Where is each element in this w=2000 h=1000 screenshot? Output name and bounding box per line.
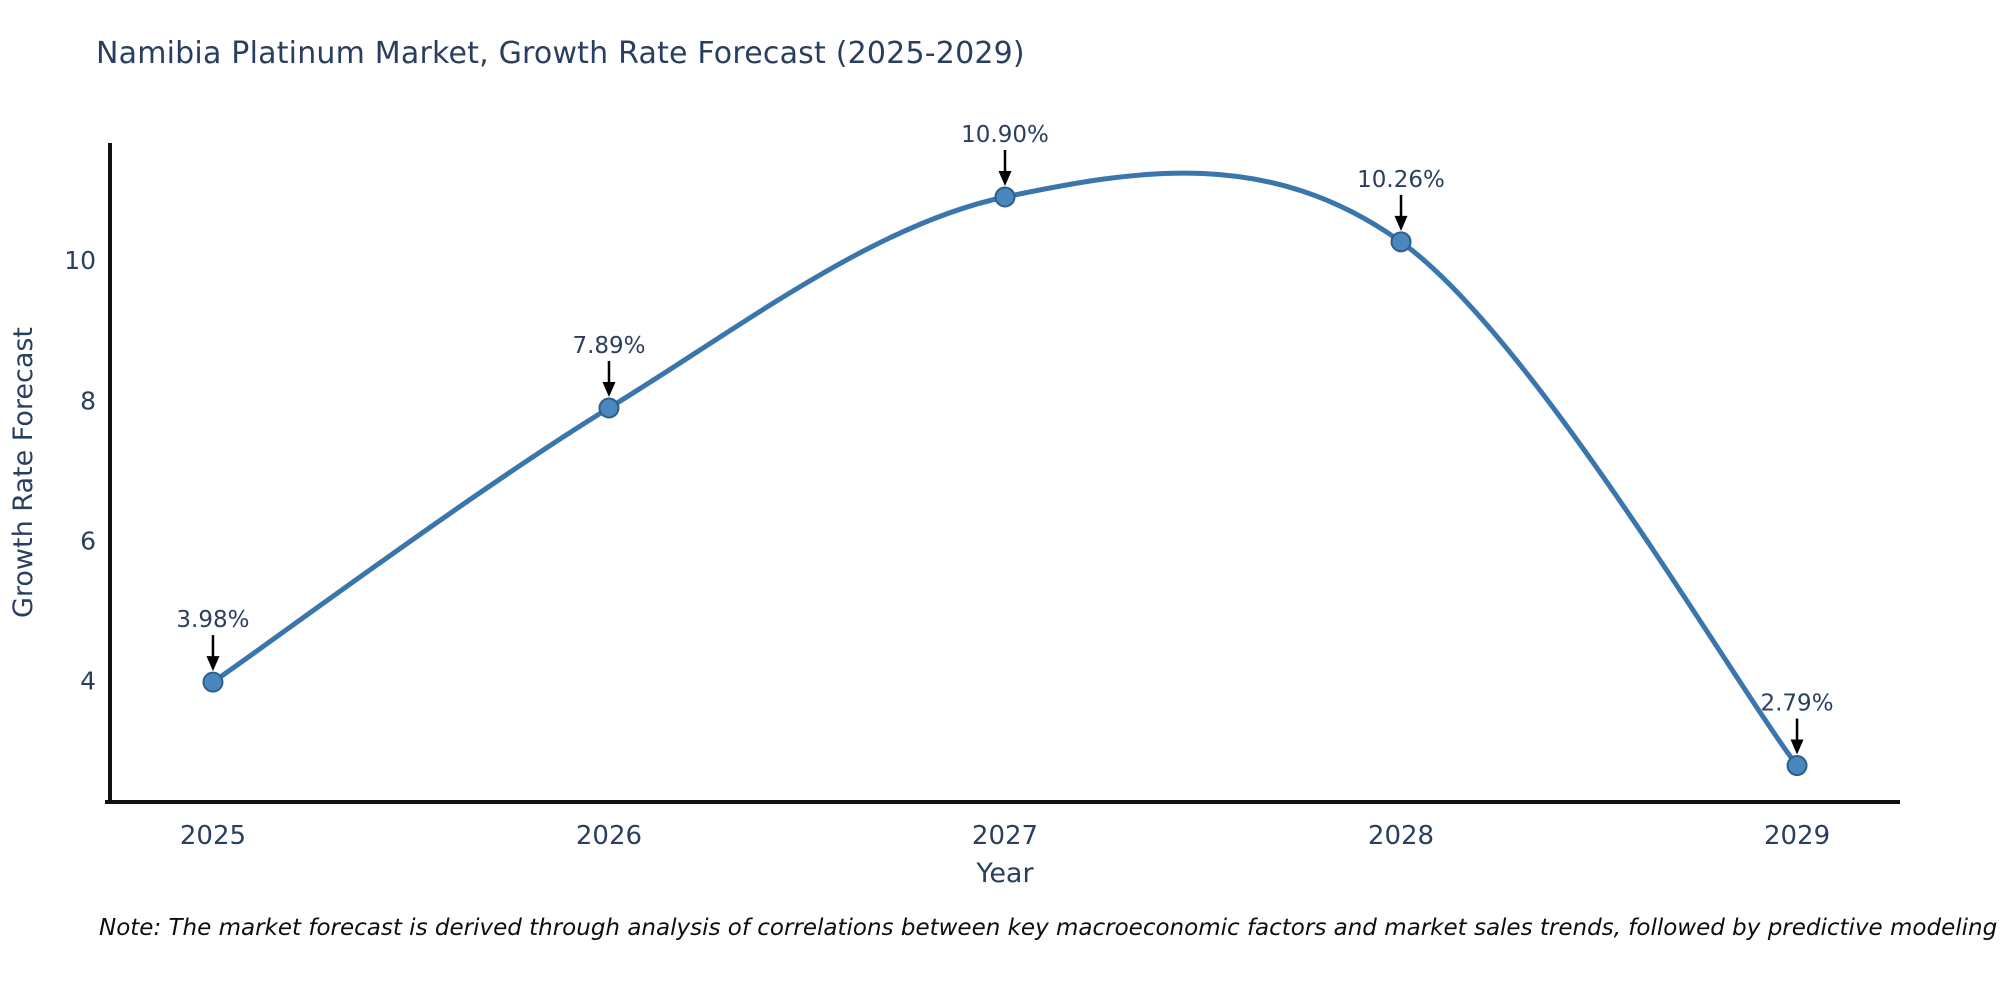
point-annotation-label: 2.79% — [1760, 691, 1833, 717]
x-tick-label: 2027 — [972, 821, 1038, 851]
data-point-marker[interactable] — [1786, 755, 1808, 777]
annotation-arrowhead-icon — [1790, 739, 1804, 755]
x-tick-label: 2025 — [180, 821, 246, 851]
annotation-arrowhead-icon — [602, 382, 616, 398]
point-annotation-label: 3.98% — [176, 607, 249, 633]
annotation-arrowhead-icon — [1394, 215, 1408, 231]
x-tick-label: 2026 — [576, 821, 642, 851]
y-tick-label: 10 — [64, 246, 96, 275]
point-annotation-label: 10.90% — [961, 122, 1049, 148]
annotation-arrowhead-icon — [206, 656, 220, 672]
chart-footnote: Note: The market forecast is derived thr… — [99, 915, 2000, 941]
y-tick-label: 4 — [80, 667, 96, 696]
data-point-marker[interactable] — [202, 671, 224, 693]
data-point-marker[interactable] — [994, 186, 1016, 208]
y-axis-title: Growth Rate Forecast — [8, 327, 39, 618]
y-tick-label: 6 — [80, 527, 96, 556]
chart-title: Namibia Platinum Market, Growth Rate For… — [96, 36, 1025, 71]
x-axis-title: Year — [975, 858, 1034, 889]
point-annotation-label: 10.26% — [1357, 167, 1445, 193]
y-tick-label: 8 — [80, 386, 96, 415]
annotation-arrowhead-icon — [998, 170, 1012, 186]
x-tick-label: 2029 — [1764, 821, 1830, 851]
line-series — [210, 170, 1800, 768]
point-annotation-label: 7.89% — [572, 333, 645, 359]
x-tick-label: 2028 — [1368, 821, 1434, 851]
data-point-marker[interactable] — [598, 397, 620, 419]
data-point-marker[interactable] — [1390, 231, 1412, 253]
